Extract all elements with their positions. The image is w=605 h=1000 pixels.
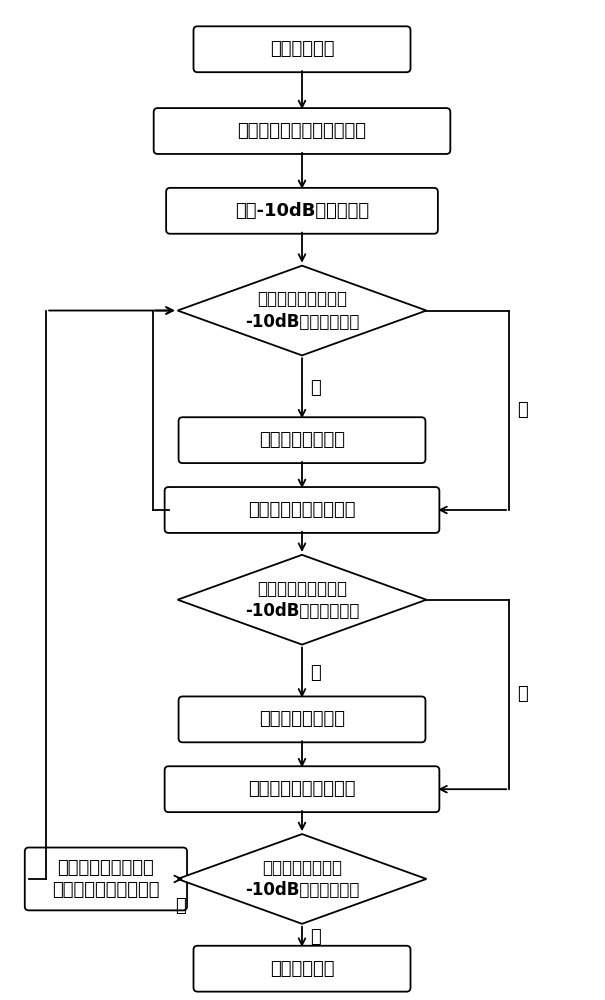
Text: 绘出-10dB反射系数圆: 绘出-10dB反射系数圆 bbox=[235, 202, 369, 220]
Text: 调节阻抗变换网络参数: 调节阻抗变换网络参数 bbox=[248, 501, 356, 519]
Polygon shape bbox=[178, 834, 427, 924]
FancyBboxPatch shape bbox=[25, 848, 187, 910]
Text: 结束阻抗匹配: 结束阻抗匹配 bbox=[270, 960, 334, 978]
Text: 是: 是 bbox=[310, 928, 321, 946]
FancyBboxPatch shape bbox=[165, 487, 439, 533]
FancyBboxPatch shape bbox=[165, 766, 439, 812]
FancyBboxPatch shape bbox=[194, 946, 411, 992]
Text: 曲线高频端是否落入
-10dB反射系数圆内: 曲线高频端是否落入 -10dB反射系数圆内 bbox=[245, 580, 359, 620]
FancyBboxPatch shape bbox=[178, 417, 425, 463]
Text: 否: 否 bbox=[310, 379, 321, 397]
Text: 否: 否 bbox=[175, 897, 186, 915]
FancyBboxPatch shape bbox=[178, 696, 425, 742]
Text: 开始阻抗匹配: 开始阻抗匹配 bbox=[270, 40, 334, 58]
Text: 调节阻抗变换网络、
谐振补偿网络网络参数: 调节阻抗变换网络、 谐振补偿网络网络参数 bbox=[52, 859, 160, 899]
Text: 加入阻抗变换网络: 加入阻抗变换网络 bbox=[259, 431, 345, 449]
Text: 调节谐振补偿网络参数: 调节谐振补偿网络参数 bbox=[248, 780, 356, 798]
Polygon shape bbox=[178, 555, 427, 645]
Text: 曲线是否全部落入
-10dB反射系数圆内: 曲线是否全部落入 -10dB反射系数圆内 bbox=[245, 859, 359, 899]
Text: 加入谐振补偿网络: 加入谐振补偿网络 bbox=[259, 710, 345, 728]
Text: 否: 否 bbox=[310, 664, 321, 682]
FancyBboxPatch shape bbox=[166, 188, 438, 234]
Text: 是: 是 bbox=[517, 401, 528, 419]
FancyBboxPatch shape bbox=[154, 108, 450, 154]
Text: 曲线低频端是否落入
-10dB反射系数圆内: 曲线低频端是否落入 -10dB反射系数圆内 bbox=[245, 290, 359, 331]
Text: 是: 是 bbox=[517, 685, 528, 703]
FancyBboxPatch shape bbox=[194, 26, 411, 72]
Polygon shape bbox=[178, 266, 427, 355]
Text: 测量初始电路反射系数曲线: 测量初始电路反射系数曲线 bbox=[238, 122, 367, 140]
